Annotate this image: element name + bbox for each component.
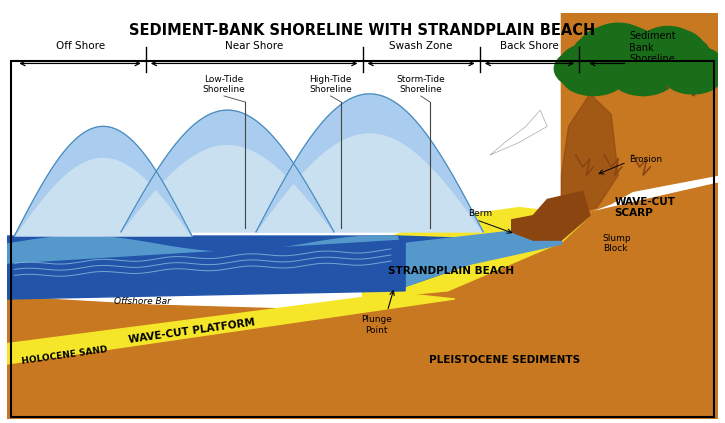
Circle shape: [620, 42, 666, 69]
Polygon shape: [14, 126, 192, 236]
Polygon shape: [526, 191, 590, 240]
Bar: [11, 61, 714, 417]
Polygon shape: [7, 236, 519, 297]
Text: Storm-Tide
Shoreline: Storm-Tide Shoreline: [397, 74, 445, 94]
Polygon shape: [7, 225, 561, 297]
Polygon shape: [7, 293, 455, 364]
Text: Offshore Bar: Offshore Bar: [114, 297, 170, 305]
Text: Low-Tide
Shoreline: Low-Tide Shoreline: [202, 74, 245, 94]
Circle shape: [579, 25, 658, 69]
Text: High-Tide
Shoreline: High-Tide Shoreline: [309, 74, 352, 94]
Polygon shape: [490, 110, 547, 155]
Text: SEDIMENT-BANK SHORELINE WITH STRANDPLAIN BEACH: SEDIMENT-BANK SHORELINE WITH STRANDPLAIN…: [129, 23, 596, 38]
Polygon shape: [561, 94, 618, 216]
Text: Swash Zone: Swash Zone: [389, 41, 453, 51]
Polygon shape: [7, 183, 718, 419]
Circle shape: [555, 47, 632, 91]
Polygon shape: [256, 94, 484, 232]
Circle shape: [631, 28, 704, 69]
Text: WAVE-CUT PLATFORM: WAVE-CUT PLATFORM: [128, 318, 256, 345]
Circle shape: [572, 28, 664, 81]
Text: Off Shore: Off Shore: [56, 41, 104, 51]
Polygon shape: [256, 94, 484, 232]
Text: PLEISTOCENE SEDIMENTS: PLEISTOCENE SEDIMENTS: [429, 355, 580, 365]
Polygon shape: [7, 240, 405, 299]
Circle shape: [562, 60, 625, 96]
Circle shape: [671, 45, 714, 69]
Circle shape: [612, 60, 674, 96]
Circle shape: [604, 47, 682, 91]
Circle shape: [581, 44, 655, 87]
Polygon shape: [362, 208, 590, 299]
Polygon shape: [121, 110, 334, 232]
Text: Erosion: Erosion: [629, 155, 662, 164]
Circle shape: [664, 61, 721, 94]
Circle shape: [591, 23, 646, 55]
Circle shape: [570, 42, 617, 69]
Text: STRANDPLAIN BEACH: STRANDPLAIN BEACH: [389, 266, 514, 275]
Polygon shape: [121, 110, 334, 232]
Text: WAVE-CUT
SCARP: WAVE-CUT SCARP: [615, 197, 676, 218]
Text: Berm: Berm: [468, 209, 492, 218]
Circle shape: [663, 46, 723, 81]
Polygon shape: [512, 216, 547, 240]
Text: HOLOCENE SAND: HOLOCENE SAND: [22, 345, 109, 366]
Text: Plunge
Point: Plunge Point: [361, 315, 392, 335]
Circle shape: [610, 43, 676, 81]
Text: Near Shore: Near Shore: [225, 41, 283, 51]
Polygon shape: [14, 126, 192, 236]
Circle shape: [634, 46, 702, 85]
Circle shape: [642, 27, 694, 56]
Polygon shape: [561, 13, 718, 216]
Circle shape: [626, 31, 710, 80]
Text: Slump
Block: Slump Block: [602, 233, 631, 253]
Circle shape: [560, 43, 626, 81]
Text: Sediment
Bank
Shoreline: Sediment Bank Shoreline: [629, 31, 676, 64]
Text: Back Shore: Back Shore: [500, 41, 559, 51]
Circle shape: [658, 49, 725, 90]
